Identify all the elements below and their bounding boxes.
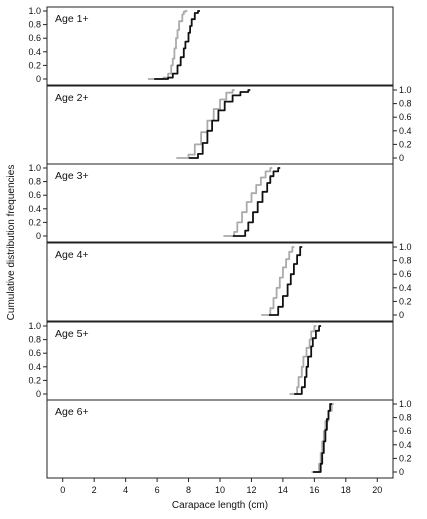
x-axis-title: Carapace length (cm) — [172, 500, 268, 511]
panels-layer: Age 1+ 0 0.2 0.4 0.6 0.8 1.0 Age 2+ 0 0.2 0.4 0.6 0.… — [28, 6, 412, 479]
panel-frame — [46, 321, 394, 401]
y-tick-label: 0 — [36, 389, 41, 399]
y-tick-label: 0.6 — [399, 426, 412, 436]
y-tick-label: 1.0 — [28, 321, 41, 331]
series-1-line — [147, 10, 188, 80]
x-tick: 20 — [372, 478, 382, 495]
series-2-line — [294, 325, 322, 395]
panel-frame — [46, 85, 394, 165]
y-axis-title: Cumulative distribution frequencies — [6, 165, 17, 321]
series-2-line — [154, 10, 200, 80]
series-1-line — [223, 167, 273, 237]
x-tick: 0 — [60, 478, 65, 495]
series-2-line — [188, 89, 251, 159]
panel-1: Age 1+ 0 0.2 0.4 0.6 0.8 1.0 — [28, 6, 394, 86]
panel-2: Age 2+ 0 0.2 0.4 0.6 0.8 1.0 — [46, 85, 412, 165]
y-tick-label: 0 — [36, 231, 41, 241]
panel-frame — [46, 163, 394, 243]
x-tick-label: 8 — [186, 485, 191, 495]
panel-label: Age 6+ — [55, 406, 89, 418]
x-tick-label: 20 — [372, 485, 382, 495]
x-tick: 14 — [278, 478, 288, 495]
y-tick-label: 0.8 — [399, 413, 412, 423]
y-tick-label: 0.4 — [28, 362, 41, 372]
series-2-line — [313, 403, 333, 473]
x-tick: 2 — [92, 478, 97, 495]
x-tick-label: 4 — [123, 485, 128, 495]
x-tick-label: 6 — [155, 485, 160, 495]
y-tick-label: 0.2 — [28, 60, 41, 70]
x-axis: 0 2 4 6 8 10 12 14 16 18 20 — [60, 478, 382, 495]
y-tick-label: 0.4 — [28, 204, 41, 214]
y-tick-label: 0.2 — [399, 139, 412, 149]
panel-label: Age 1+ — [55, 13, 89, 25]
y-tick-label: 0.8 — [28, 335, 41, 345]
panel-frame — [46, 6, 394, 86]
y-tick-label: 0.6 — [28, 33, 41, 43]
x-tick: 4 — [123, 478, 128, 495]
y-tick-label: 1.0 — [28, 163, 41, 173]
series-1-line — [176, 89, 235, 159]
y-tick-label: 1.0 — [399, 85, 412, 95]
x-tick: 6 — [155, 478, 160, 495]
y-tick-label: 0.8 — [28, 177, 41, 187]
y-tick-label: 0.8 — [399, 256, 412, 266]
x-tick: 8 — [186, 478, 191, 495]
y-tick-label: 0.4 — [399, 283, 412, 293]
x-tick: 16 — [309, 478, 319, 495]
x-tick: 10 — [215, 478, 225, 495]
panel-5: Age 5+ 0 0.2 0.4 0.6 0.8 1.0 — [28, 321, 394, 401]
x-tick-label: 2 — [92, 485, 97, 495]
series-1-line — [261, 246, 295, 316]
y-tick-label: 1.0 — [28, 6, 41, 16]
y-tick-label: 0 — [399, 153, 404, 163]
y-tick-label: 1.0 — [399, 242, 412, 252]
y-tick-label: 0 — [399, 467, 404, 477]
x-tick: 18 — [341, 478, 351, 495]
x-tick-label: 16 — [309, 485, 319, 495]
y-tick-label: 0.2 — [399, 296, 412, 306]
y-tick-label: 0.4 — [399, 440, 412, 450]
series-2-line — [269, 246, 303, 316]
y-tick-label: 0.8 — [399, 99, 412, 109]
y-tick-label: 0.6 — [28, 348, 41, 358]
series-1-line — [289, 325, 317, 395]
panel-label: Age 3+ — [55, 170, 89, 182]
x-tick-label: 18 — [341, 485, 351, 495]
y-tick-label: 0.2 — [28, 375, 41, 385]
panel-frame — [46, 399, 394, 479]
y-tick-label: 0.4 — [28, 47, 41, 57]
panel-frame — [46, 242, 394, 322]
y-tick-label: 0.2 — [28, 217, 41, 227]
x-tick: 12 — [246, 478, 256, 495]
panel-4: Age 4+ 0 0.2 0.4 0.6 0.8 1.0 — [46, 242, 412, 322]
y-tick-label: 0.6 — [399, 269, 412, 279]
y-tick-label: 0.4 — [399, 126, 412, 136]
y-tick-label: 0 — [399, 310, 404, 320]
panel-label: Age 2+ — [55, 92, 89, 104]
series-2-line — [232, 167, 281, 237]
y-tick-label: 0.6 — [399, 112, 412, 122]
panel-3: Age 3+ 0 0.2 0.4 0.6 0.8 1.0 — [28, 163, 394, 243]
y-tick-label: 0.6 — [28, 190, 41, 200]
x-tick-label: 14 — [278, 485, 288, 495]
y-tick-label: 0 — [36, 74, 41, 84]
y-tick-label: 0.2 — [399, 453, 412, 463]
panel-label: Age 4+ — [55, 249, 89, 261]
y-tick-label: 0.8 — [28, 20, 41, 30]
panel-6: Age 6+ 0 0.2 0.4 0.6 0.8 1.0 — [46, 399, 412, 479]
x-tick-label: 10 — [215, 485, 225, 495]
x-tick-label: 0 — [60, 485, 65, 495]
panel-label: Age 5+ — [55, 328, 89, 340]
x-tick-label: 12 — [246, 485, 256, 495]
y-tick-label: 1.0 — [399, 399, 412, 409]
